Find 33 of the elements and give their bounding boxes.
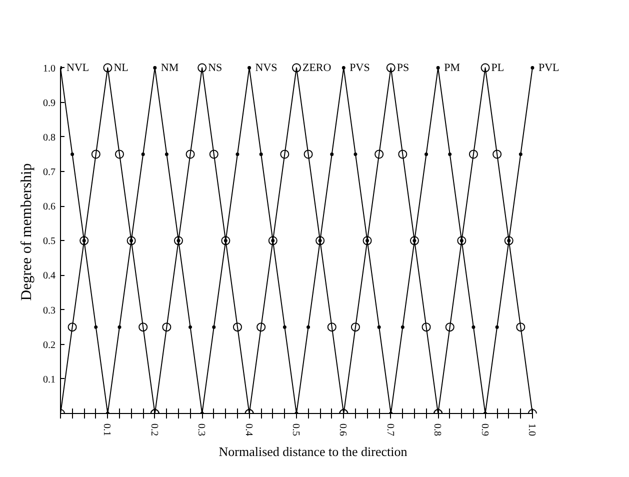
series-label: NVS — [255, 62, 278, 74]
y-tick-label: 1.0 — [43, 63, 56, 74]
series-label: NM — [160, 62, 179, 74]
y-tick-label: 0.3 — [43, 305, 56, 316]
series-label: NL — [114, 62, 129, 74]
y-tick-label: 0.1 — [43, 374, 56, 386]
y-tick-label: 0.6 — [43, 202, 56, 213]
series-label: PVS — [350, 62, 370, 74]
x-tick-label: 0.1 — [101, 424, 112, 436]
x-tick-label: 0.6 — [337, 424, 348, 436]
x-tick-label: 0.4 — [242, 424, 254, 436]
y-tick-label: 0.4 — [43, 270, 56, 282]
x-tick-label: 0.8 — [432, 424, 443, 436]
series-label: PM — [444, 62, 460, 74]
series-label: ZERO — [302, 62, 332, 74]
y-tick-label: 0.2 — [43, 340, 56, 351]
y-tick-label: 0.9 — [43, 98, 56, 109]
x-tick-label: 0.7 — [384, 424, 396, 436]
x-tick-label: 0.5 — [290, 424, 301, 436]
y-axis-title: Degree of membership — [19, 163, 35, 301]
series-label: PS — [396, 62, 410, 74]
y-tick-label: 0.8 — [43, 132, 56, 144]
x-tick-label: 0.3 — [196, 424, 207, 436]
x-axis-title: Normalised distance to the direction — [218, 444, 408, 459]
x-tick-label: 0.9 — [478, 424, 490, 436]
series-label: PVL — [538, 62, 560, 74]
series-label: NS — [208, 62, 222, 74]
x-tick-label: 0.2 — [148, 424, 160, 436]
y-tick-label: 0.5 — [43, 236, 56, 248]
series-label: PL — [491, 62, 504, 74]
y-tick-label: 0.7 — [43, 167, 56, 178]
series-label: NVL — [66, 62, 90, 74]
text: 1.0 — [526, 424, 537, 436]
